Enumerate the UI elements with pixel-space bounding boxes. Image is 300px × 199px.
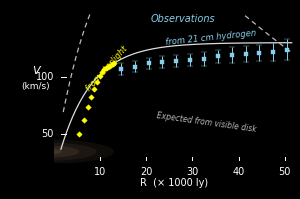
Text: 100: 100 xyxy=(36,72,54,82)
Text: 40: 40 xyxy=(232,167,245,177)
Circle shape xyxy=(41,151,49,153)
Text: Observations: Observations xyxy=(151,14,215,24)
Ellipse shape xyxy=(0,142,97,161)
Ellipse shape xyxy=(28,149,62,155)
Text: Expected from visible disk: Expected from visible disk xyxy=(155,111,256,134)
Text: 50: 50 xyxy=(279,167,291,177)
Ellipse shape xyxy=(10,145,80,158)
Ellipse shape xyxy=(36,150,53,153)
Text: from 21 cm hydrogen: from 21 cm hydrogen xyxy=(165,28,256,47)
Text: 10: 10 xyxy=(94,167,106,177)
Text: V: V xyxy=(32,66,39,76)
Text: 30: 30 xyxy=(186,167,199,177)
Text: R  (× 1000 ly): R (× 1000 ly) xyxy=(140,178,208,188)
Text: 20: 20 xyxy=(140,167,152,177)
Text: (km/s): (km/s) xyxy=(21,82,50,91)
Ellipse shape xyxy=(0,139,114,164)
Text: from starlight: from starlight xyxy=(84,44,129,93)
Text: 50: 50 xyxy=(42,130,54,139)
